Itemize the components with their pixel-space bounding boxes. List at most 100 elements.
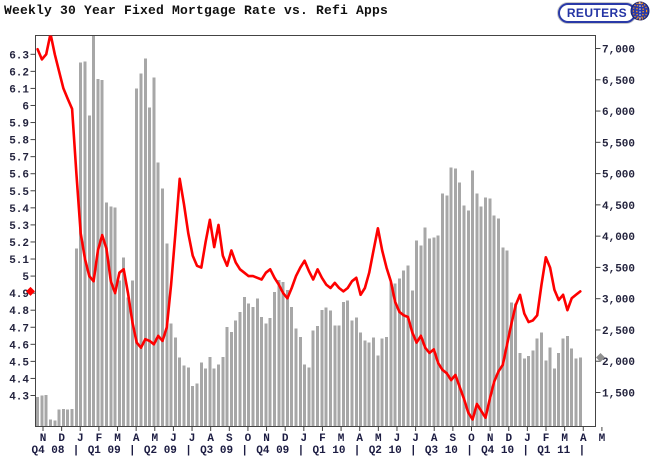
refi-bar [143, 58, 147, 426]
refi-bar [307, 367, 311, 426]
month-label: J [394, 433, 401, 445]
right-axis-tick-label: 3,500 [602, 263, 635, 275]
right-axis-tick-label: 5,500 [602, 138, 635, 150]
refi-bar [169, 323, 173, 426]
left-axis-tick-label: 5.9 [9, 119, 29, 131]
refi-bar [225, 326, 229, 426]
refi-bar [531, 350, 535, 426]
quarter-label: Q3 09 [200, 445, 233, 456]
quarter-labels: Q4 08 | Q1 09 | Q2 09 | Q3 09 | Q4 09 | Q1 10 | Q2 1… [31, 445, 585, 456]
refi-bar [268, 318, 272, 426]
refi-bar [410, 290, 414, 426]
refi-bar [57, 409, 61, 426]
month-label: J [301, 433, 308, 445]
refi-bar [359, 332, 363, 426]
refi-bar [578, 357, 582, 426]
right-axis-tick-label: 2,500 [602, 326, 635, 338]
refi-bar [570, 348, 574, 426]
right-axis-tick-label: 4,000 [602, 232, 635, 244]
refi-bar [484, 197, 487, 426]
month-label: J [412, 433, 419, 445]
month-label: J [189, 433, 196, 445]
refi-bar [376, 355, 380, 426]
month-label: D [58, 433, 65, 445]
refi-bar [152, 77, 156, 427]
left-axis-tick-label: 6.3 [9, 50, 29, 62]
refi-bar [66, 409, 70, 426]
refi-bar [178, 357, 182, 426]
refi-bar [173, 337, 177, 426]
latest-rate-marker [26, 286, 35, 296]
refi-bar [432, 237, 436, 426]
refi-bar [191, 386, 195, 426]
refi-bar [212, 368, 216, 426]
refi-bar [488, 198, 492, 426]
refi-bar [234, 320, 238, 426]
refi-bar [402, 270, 406, 426]
quarter-label: Q4 10 [481, 445, 514, 456]
refi-bar [466, 210, 470, 426]
refi-bar [117, 280, 121, 426]
refi-bar [514, 303, 518, 426]
refi-bar [406, 265, 410, 426]
quarter-separator: | [354, 445, 361, 456]
refi-bar [475, 193, 479, 426]
refi-bar [535, 338, 539, 426]
refi-bar [208, 356, 212, 426]
quarter-separator: | [466, 445, 473, 456]
refi-bar [105, 202, 108, 426]
refi-bar [363, 340, 367, 426]
refi-bar [156, 162, 160, 427]
left-axis-tick-label: 4.4 [9, 374, 29, 386]
month-label: M [561, 433, 568, 445]
quarter-label: Q2 10 [369, 445, 402, 456]
left-axis-tick-label: 4.3 [9, 392, 29, 404]
left-axis-tick-label: 5.7 [9, 153, 29, 165]
refi-bar [540, 332, 543, 426]
refi-bar [40, 395, 44, 426]
refi-bar [126, 297, 130, 426]
refi-bar [458, 182, 462, 426]
refi-bar [445, 195, 449, 426]
left-axis-tick-label: 5 [22, 272, 29, 284]
refi-bar [53, 420, 57, 426]
month-label: A [356, 433, 363, 445]
refi-bar [462, 205, 466, 426]
month-label: M [375, 433, 382, 445]
refi-bar [182, 365, 186, 426]
quarter-separator: | [410, 445, 417, 456]
refi-bar [36, 396, 40, 426]
month-label: A [133, 433, 140, 445]
refi-bar [501, 247, 505, 426]
refi-bar [548, 347, 552, 426]
month-label: S [226, 433, 233, 445]
left-axis-tick-label: 5.4 [9, 204, 29, 216]
refi-bar [199, 362, 203, 426]
refi-bar [281, 281, 285, 426]
refi-bar [320, 309, 324, 426]
month-label: J [170, 433, 177, 445]
left-axis-tick-label: 5.8 [9, 136, 29, 148]
refi-bar [350, 320, 354, 426]
quarter-separator: | [185, 445, 192, 456]
refi-bar [341, 302, 345, 426]
month-label: A [207, 433, 214, 445]
refi-bar [428, 238, 431, 426]
refi-bar [527, 356, 531, 426]
reuters-logo: REUTERS [557, 1, 650, 23]
month-label: M [151, 433, 158, 445]
refi-bar [565, 336, 569, 426]
refi-bar [74, 248, 78, 426]
quarter-label: Q4 08 [31, 445, 64, 456]
refi-bar [324, 307, 328, 426]
refi-bar [561, 338, 565, 426]
refi-bar [238, 311, 242, 426]
refi-bar [552, 368, 556, 426]
refi-bar [436, 235, 440, 426]
refi-bar [255, 298, 259, 426]
right-axis-tick-label: 7,000 [602, 45, 635, 57]
refi-bar [294, 328, 298, 426]
month-label: M [338, 433, 345, 445]
month-label: F [96, 433, 103, 445]
